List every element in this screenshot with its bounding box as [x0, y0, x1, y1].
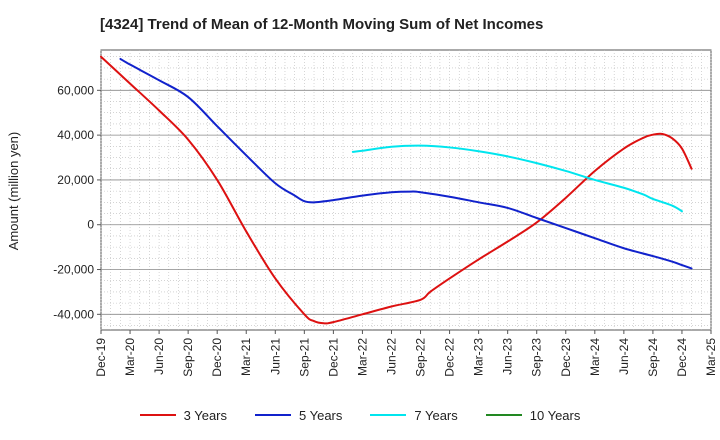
- legend-swatch: [370, 414, 407, 416]
- legend-item: 7 Years: [370, 407, 458, 423]
- x-axis: Dec-19 Mar-20 Jun-20 Sep-20 Dec-20 Mar-21 Jun-…: [94, 330, 718, 377]
- x-tick-label: Sep-22: [414, 338, 428, 377]
- legend-label: 3 Years: [183, 407, 227, 423]
- grid-lines: [100, 50, 712, 330]
- legend: 3 Years 5 Years 7 Years 10 Years: [0, 404, 720, 426]
- x-tick-label: Dec-19: [94, 338, 108, 377]
- x-tick-label: Mar-25: [704, 338, 718, 376]
- x-tick-label: Dec-22: [443, 338, 457, 377]
- x-tick-label: Sep-20: [181, 338, 195, 377]
- x-tick-label: Jun-24: [617, 338, 631, 375]
- x-tick-label: Jun-23: [501, 338, 515, 375]
- x-tick-label: Dec-20: [210, 338, 224, 377]
- x-tick-label: Sep-21: [297, 338, 311, 377]
- x-tick-label: Dec-21: [326, 338, 340, 377]
- x-tick-label: Jun-22: [384, 338, 398, 375]
- y-axis-label: Amount (million yen): [6, 132, 21, 251]
- legend-swatch: [139, 414, 176, 416]
- series-line-3-years: [100, 55, 693, 325]
- x-tick-label: Mar-22: [355, 338, 369, 376]
- y-tick-label: 60,000: [57, 83, 94, 97]
- x-tick-label: Dec-24: [675, 338, 689, 377]
- plot-area: [100, 49, 712, 331]
- y-tick-label: 0: [87, 218, 94, 232]
- legend-swatch: [485, 414, 522, 416]
- series-line-7-years: [351, 144, 683, 213]
- x-tick-label: Mar-24: [588, 338, 602, 376]
- legend-item: 10 Years: [485, 407, 581, 423]
- x-tick-label: Jun-20: [152, 338, 166, 375]
- x-tick-label: Mar-20: [123, 338, 137, 376]
- legend-swatch: [255, 414, 291, 416]
- x-tick-label: Sep-24: [646, 338, 660, 377]
- y-tick-label: 40,000: [57, 128, 94, 142]
- legend-item: 3 Years: [139, 407, 227, 423]
- legend-label: 5 Years: [299, 407, 343, 423]
- legend-label: 10 Years: [529, 407, 581, 423]
- legend-label: 7 Years: [414, 407, 458, 423]
- chart-title: [4324] Trend of Mean of 12-Month Moving …: [100, 16, 544, 33]
- x-tick-label: Mar-23: [472, 338, 486, 376]
- y-tick-label: -40,000: [53, 307, 94, 321]
- x-tick-label: Dec-23: [559, 338, 573, 377]
- x-tick-label: Sep-23: [530, 338, 544, 377]
- x-tick-label: Mar-21: [239, 338, 253, 376]
- y-tick-label: -20,000: [53, 263, 94, 277]
- x-tick-label: Jun-21: [268, 338, 282, 375]
- series-lines: [100, 55, 693, 325]
- y-axis: -40,000 -20,000 0 20,000 40,000 60,000: [53, 83, 101, 321]
- series-line-5-years: [119, 57, 693, 270]
- y-tick-label: 20,000: [57, 173, 94, 187]
- legend-item: 5 Years: [255, 408, 342, 423]
